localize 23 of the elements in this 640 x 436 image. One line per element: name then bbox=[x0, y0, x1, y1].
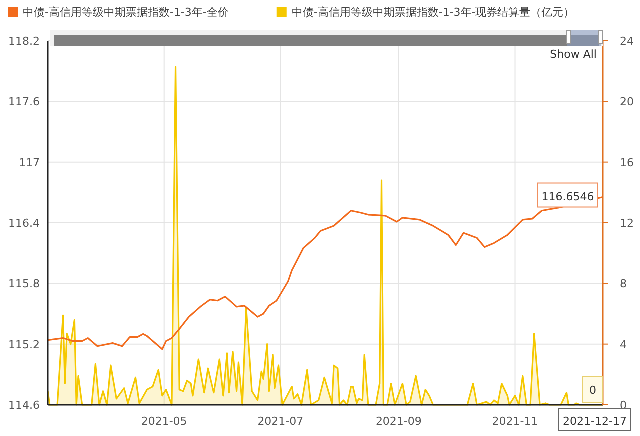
y2-tick-label: 12 bbox=[620, 217, 634, 230]
x-tick-label: 2021-09 bbox=[376, 415, 422, 428]
annotation: Show All bbox=[550, 48, 597, 61]
y-tick-label: 117 bbox=[19, 156, 40, 170]
legend-label: 中债-高信用等级中期票据指数-1-3年-全价 bbox=[23, 6, 229, 19]
x-tick-label: 2021-05 bbox=[141, 415, 188, 428]
y-tick-label: 117.6 bbox=[8, 96, 40, 109]
y-tick-label: 115.8 bbox=[8, 278, 40, 291]
y2-tick-label: 16 bbox=[620, 156, 634, 170]
x-tick-label: 2021-11 bbox=[492, 415, 538, 428]
legend-label: 中债-高信用等级中期票据指数-1-3年-现券结算量（亿元） bbox=[292, 6, 575, 19]
x-tick-label: 2021-07 bbox=[258, 415, 304, 428]
y2-tick-label: 20 bbox=[620, 96, 634, 109]
y-tick-label: 116.4 bbox=[8, 217, 40, 230]
y2-tick-label: 4 bbox=[620, 338, 627, 352]
annotation: 116.6546 bbox=[542, 190, 594, 204]
y-tick-label: 114.6 bbox=[8, 399, 40, 412]
text: 2021-12-17 bbox=[563, 415, 627, 428]
y2-tick-label: 8 bbox=[620, 278, 627, 291]
y-tick-label: 118.2 bbox=[8, 35, 40, 48]
y2-tick-label: 24 bbox=[620, 35, 634, 48]
y-tick-label: 115.2 bbox=[8, 338, 40, 352]
annotation: 0 bbox=[590, 384, 596, 397]
